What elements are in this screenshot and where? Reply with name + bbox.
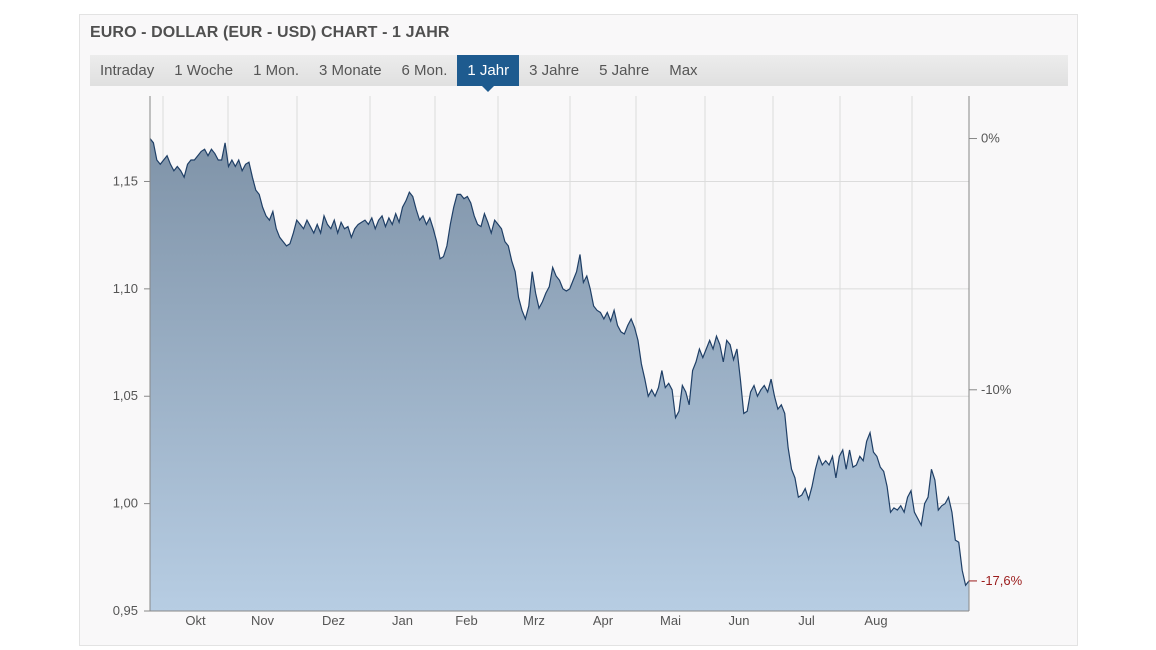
x-tick-label: Apr bbox=[593, 613, 614, 628]
x-tick-label: Mrz bbox=[523, 613, 545, 628]
x-tick-label: Jan bbox=[392, 613, 413, 628]
x-tick-label: Nov bbox=[251, 613, 275, 628]
last-change-label: -17,6% bbox=[981, 573, 1023, 588]
price-line bbox=[149, 138, 970, 587]
tab-6-mon[interactable]: 6 Mon. bbox=[401, 62, 448, 79]
x-tick-label: Jul bbox=[798, 613, 815, 628]
pct-tick-label: -10% bbox=[981, 382, 1012, 397]
tab-1-woche[interactable]: 1 Woche bbox=[174, 62, 234, 79]
x-tick-label: Jun bbox=[729, 613, 750, 628]
x-tick-label: Mai bbox=[660, 613, 681, 628]
y-tick-label: 1,15 bbox=[113, 173, 138, 188]
tab-max[interactable]: Max bbox=[669, 62, 698, 79]
tab-3-jahre[interactable]: 3 Jahre bbox=[529, 62, 580, 79]
pct-tick-label: 0% bbox=[981, 131, 1000, 146]
y-tick-label: 0,95 bbox=[113, 603, 138, 618]
price-area bbox=[150, 138, 969, 611]
y-tick-label: 1,00 bbox=[113, 496, 138, 511]
tab-1-jahr[interactable]: 1 Jahr bbox=[457, 55, 520, 92]
x-tick-label: Feb bbox=[455, 613, 477, 628]
y-tick-label: 1,05 bbox=[113, 388, 138, 403]
chart-title: EURO - DOLLAR (EUR - USD) CHART - 1 JAHR bbox=[90, 24, 450, 41]
tab-3-monate[interactable]: 3 Monate bbox=[319, 62, 382, 79]
tab-1-mon[interactable]: 1 Mon. bbox=[253, 62, 299, 79]
x-tick-label: Dez bbox=[322, 613, 345, 628]
y-tick-label: 1,10 bbox=[113, 281, 138, 296]
axes bbox=[144, 96, 977, 612]
x-tick-label: Okt bbox=[185, 613, 206, 628]
tab-5-jahre[interactable]: 5 Jahre bbox=[599, 62, 650, 79]
x-tick-label: Aug bbox=[864, 613, 887, 628]
timeframe-tabs: Intraday 1 Woche 1 Mon. 3 Monate 6 Mon. 1 Jah… bbox=[90, 55, 1068, 92]
tab-intraday[interactable]: Intraday bbox=[100, 62, 155, 79]
